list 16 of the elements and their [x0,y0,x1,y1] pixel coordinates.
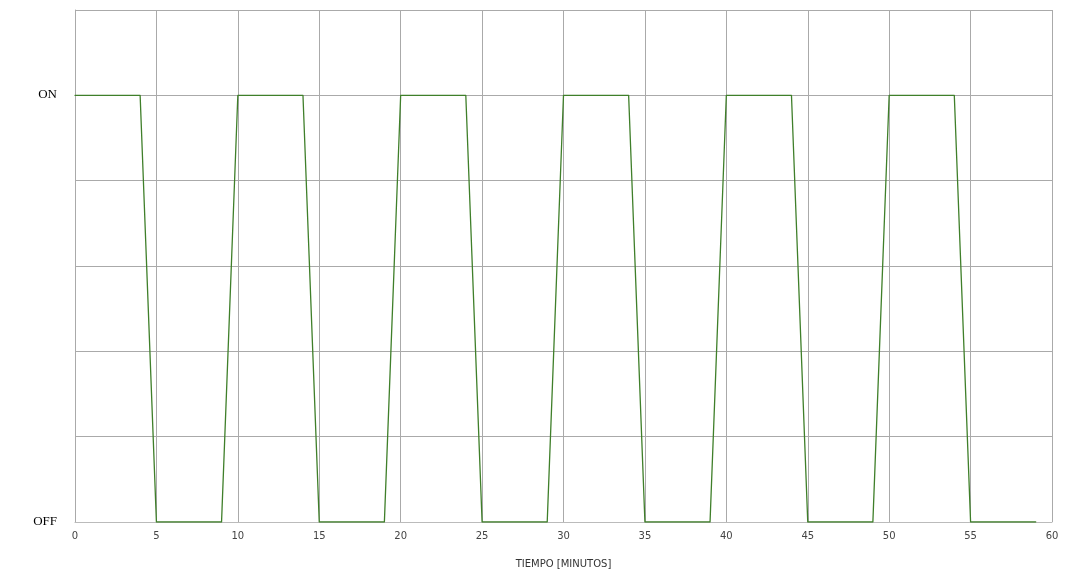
x-tick-label: 15 [312,529,326,541]
x-tick-label: 25 [475,529,489,541]
x-tick-label: 45 [801,529,815,541]
text: OFF [33,513,57,528]
x-tick-label: 60 [1045,529,1059,541]
x-tick-label: 50 [882,529,896,541]
x-tick-label: 30 [557,529,570,541]
x-tick-label: 10 [231,529,245,541]
text: ON [38,86,58,102]
x-axis-title: TIEMPO [MINUTOS] [514,557,612,569]
x-tick-label: 0 [71,529,79,541]
x-tick-label: 40 [719,529,733,541]
x-tick-label: 20 [394,529,408,541]
x-tick-label: 35 [638,529,652,541]
x-tick-label: 55 [964,529,977,541]
x-tick-label: 5 [153,529,160,541]
